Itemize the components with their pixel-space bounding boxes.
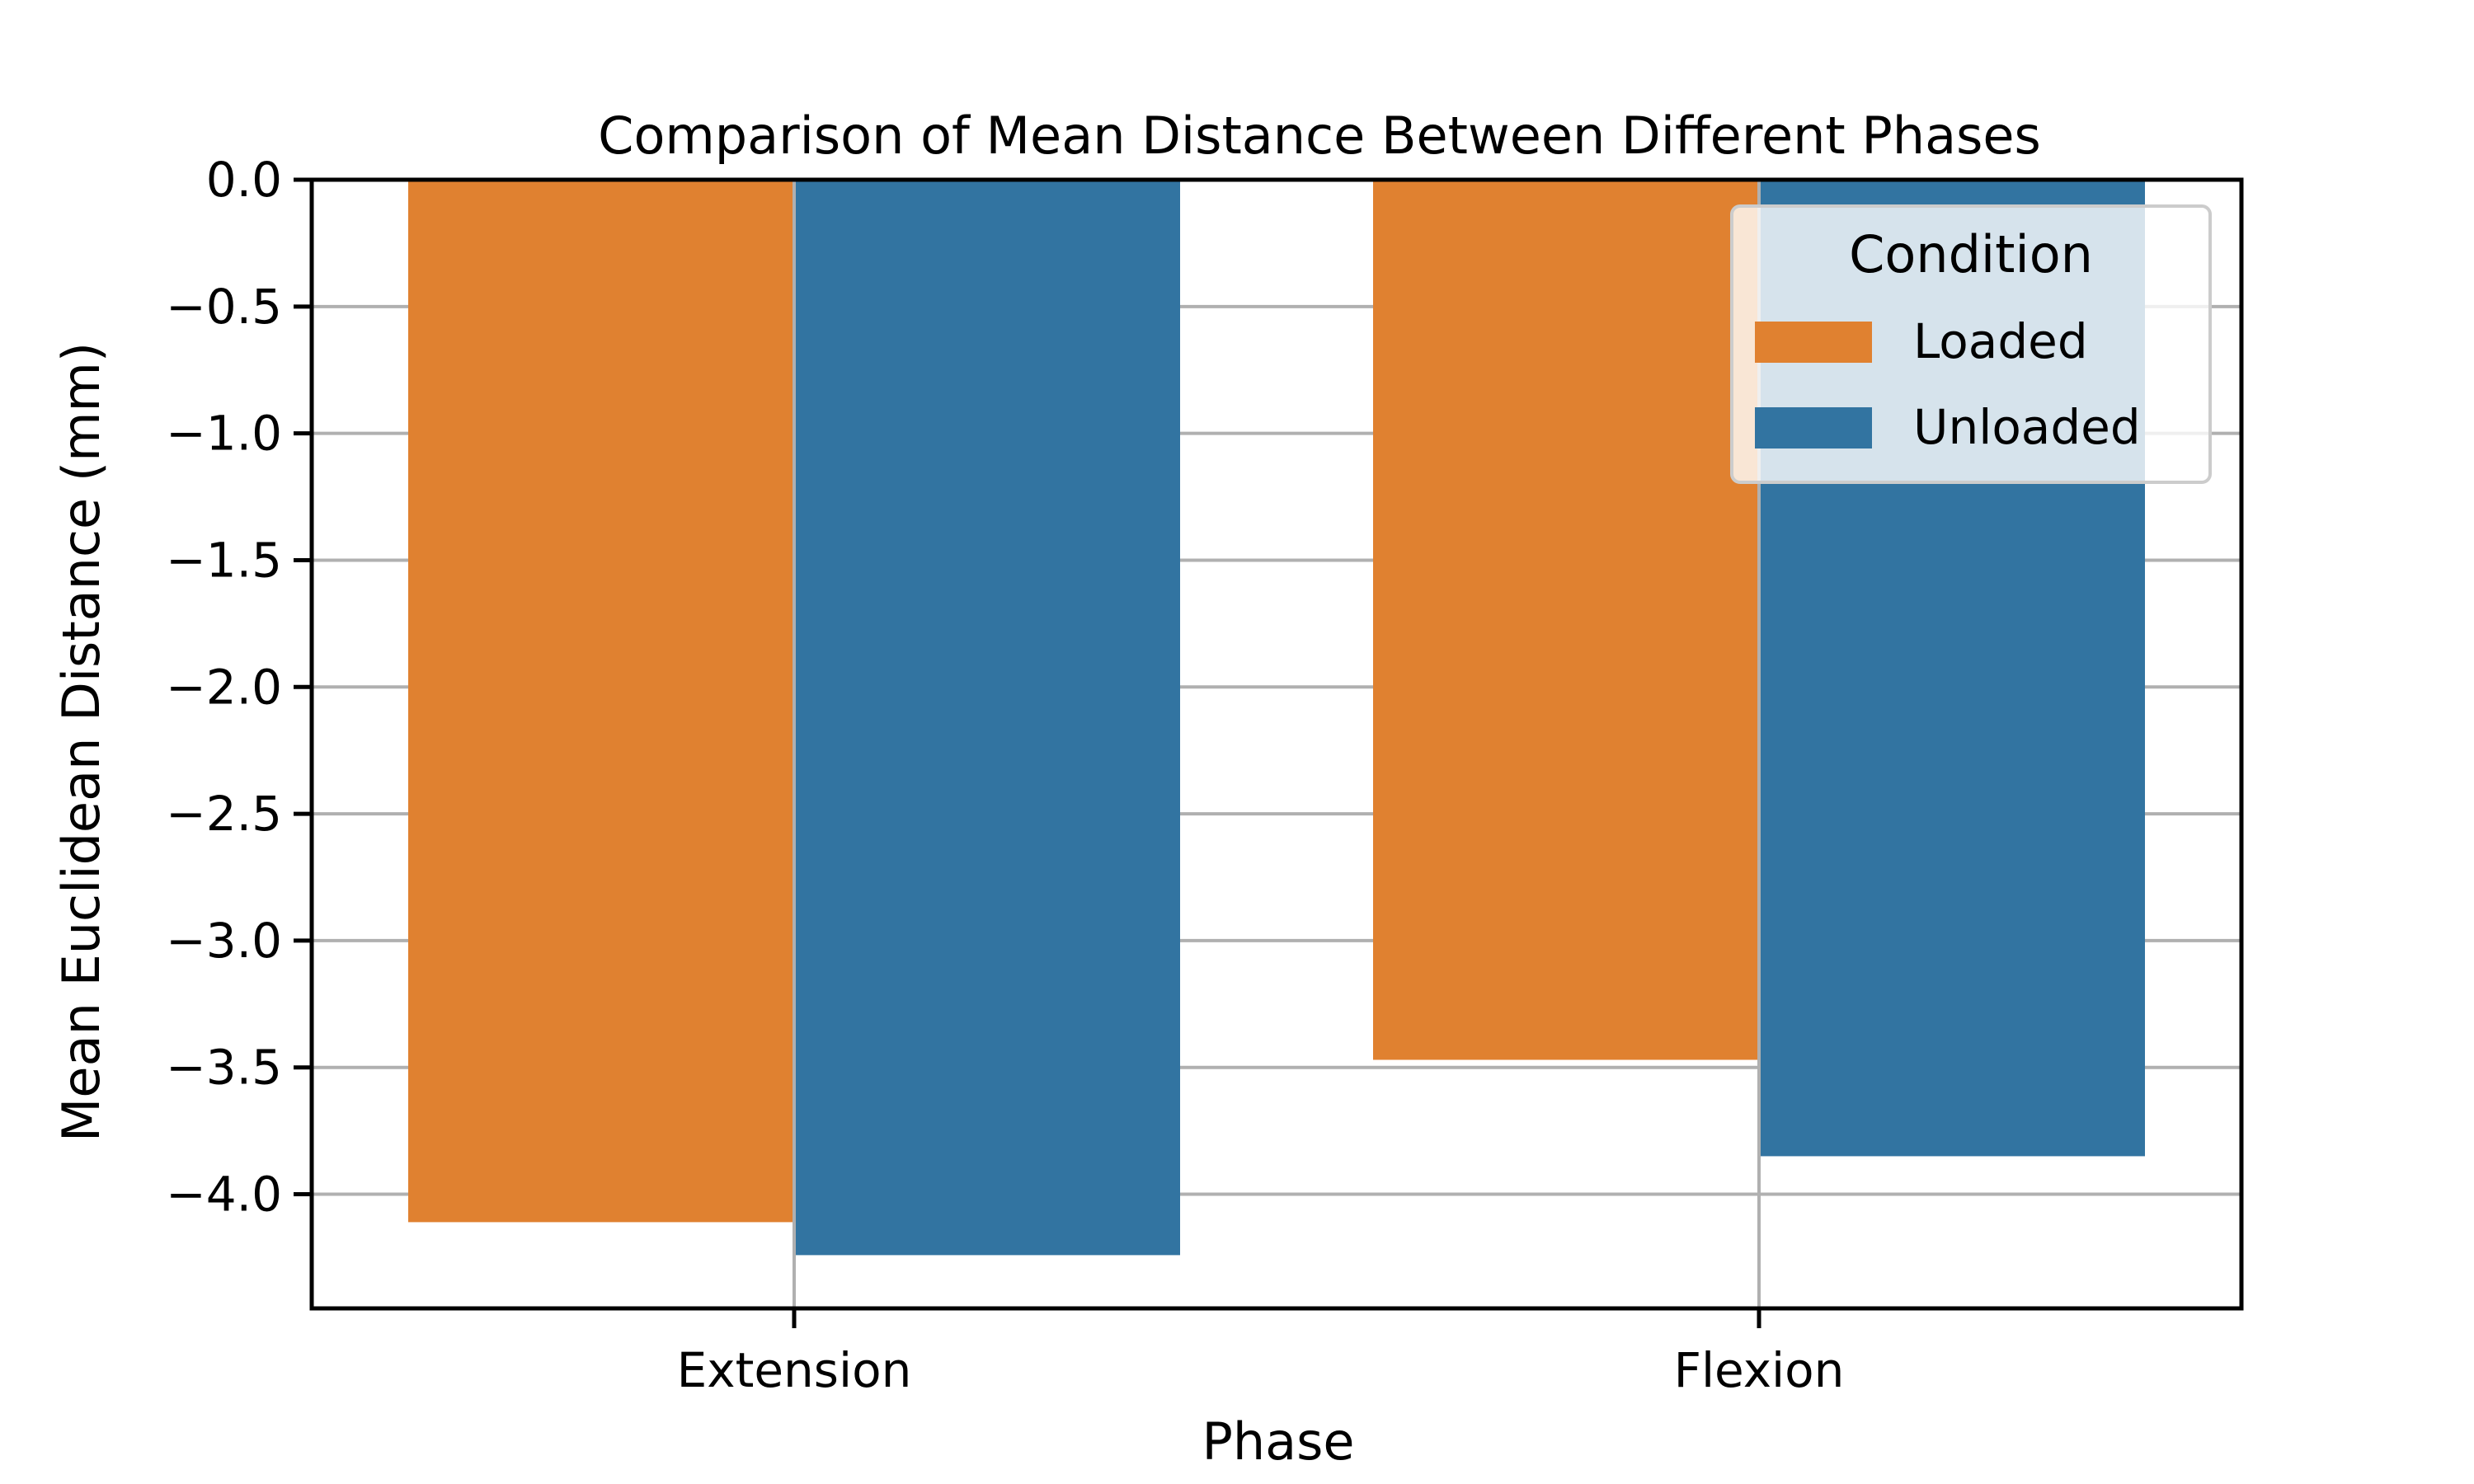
legend-swatch-loaded <box>1755 322 1872 363</box>
legend-title: Condition <box>1849 224 2093 284</box>
legend-label-loaded: Loaded <box>1913 313 2088 369</box>
y-tick-label: −2.5 <box>166 786 282 842</box>
y-tick-label: −2.0 <box>166 659 282 715</box>
x-tick-label: Flexion <box>1674 1342 1845 1398</box>
y-tick-label: −4.0 <box>166 1167 282 1223</box>
y-tick-label: −0.5 <box>166 279 282 335</box>
x-axis: Extension Flexion <box>677 1308 1845 1398</box>
y-tick-label: −3.5 <box>166 1040 282 1096</box>
legend-items: Loaded Unloaded <box>1755 313 2141 455</box>
y-axis-title: Mean Euclidean Distance (mm) <box>51 342 111 1142</box>
y-tick-label: −3.0 <box>166 913 282 969</box>
bar-loaded-extension <box>408 180 794 1223</box>
y-axis: 0.0 −0.5 −1.0 −1.5 −2.0 −2.5 −3.0 −3.5 −4.0 <box>166 152 312 1223</box>
legend-swatch-unloaded <box>1755 407 1872 448</box>
legend: Condition Loaded Unloaded <box>1730 204 2212 484</box>
chart-title: Comparison of Mean Distance Between Diff… <box>598 106 2041 166</box>
y-tick-label: −1.0 <box>166 406 282 462</box>
y-tick-label: −1.5 <box>166 532 282 588</box>
legend-label-unloaded: Unloaded <box>1913 399 2141 455</box>
bar-unloaded-extension <box>794 180 1180 1256</box>
x-axis-title: Phase <box>1202 1411 1354 1472</box>
y-tick-label: 0.0 <box>206 152 282 208</box>
bar-loaded-flexion <box>1373 180 1759 1060</box>
x-tick-label: Extension <box>677 1342 912 1398</box>
plot-frame <box>309 177 2244 1311</box>
